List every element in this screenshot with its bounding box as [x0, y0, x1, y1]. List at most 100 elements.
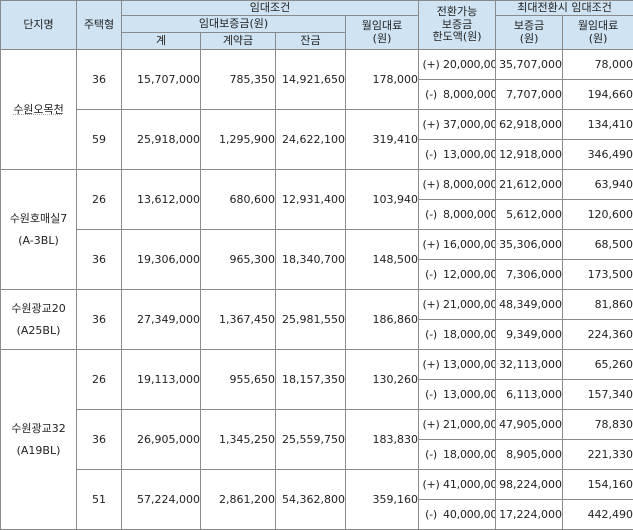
header-rent-conditions: 임대조건: [122, 1, 419, 16]
monthly-rent-cell: 178,000: [346, 50, 419, 110]
conversion-limit-amount: 8,000,000: [443, 88, 496, 101]
balance-payment-cell: 18,340,700: [276, 230, 346, 290]
convertible-limit-cell: (+)21,000,000: [419, 290, 496, 320]
convertible-limit-cell: (-)12,000,000: [419, 260, 496, 290]
complex-name-cell: 수원광교20(A25BL): [1, 290, 77, 350]
header-complex-name: 단지명: [1, 1, 77, 50]
complex-name-line: 수원광교32: [1, 418, 76, 440]
converted-deposit-cell: 12,918,000: [496, 140, 563, 170]
converted-monthly-rent-cell: 173,500: [563, 260, 633, 290]
converted-deposit-cell: 62,918,000: [496, 110, 563, 140]
unit-type-cell: 26: [77, 170, 122, 230]
converted-deposit-cell: 9,349,000: [496, 320, 563, 350]
header-conv-monthly-rent: 월임대료 (원): [563, 16, 633, 50]
unit-type-cell: 36: [77, 410, 122, 470]
header-deposit-group: 임대보증금(원): [122, 16, 346, 33]
conversion-sign: (-): [419, 448, 443, 461]
contract-payment-cell: 680,600: [201, 170, 276, 230]
conversion-sign: (-): [419, 88, 443, 101]
conversion-limit-amount: 13,000,000: [443, 388, 496, 401]
complex-name-line: (A25BL): [1, 320, 76, 342]
contract-payment-cell: 1,345,250: [201, 410, 276, 470]
header-max-conversion: 최대전환시 임대조건: [496, 1, 633, 16]
converted-monthly-rent-cell: 154,160: [563, 470, 633, 500]
deposit-total-cell: 26,905,000: [122, 410, 201, 470]
converted-deposit-cell: 98,224,000: [496, 470, 563, 500]
convertible-limit-cell: (-)40,000,000: [419, 500, 496, 530]
conversion-limit-amount: 37,000,000: [443, 118, 496, 131]
unit-type-cell: 59: [77, 110, 122, 170]
balance-payment-cell: 14,921,650: [276, 50, 346, 110]
balance-payment-cell: 25,981,550: [276, 290, 346, 350]
deposit-total-cell: 27,349,000: [122, 290, 201, 350]
balance-payment-cell: 54,362,800: [276, 470, 346, 530]
complex-name-cell: 수원오목천: [1, 50, 77, 170]
deposit-total-cell: 13,612,000: [122, 170, 201, 230]
conversion-limit-amount: 8,000,000: [443, 208, 496, 221]
contract-payment-cell: 965,300: [201, 230, 276, 290]
converted-monthly-rent-cell: 346,490: [563, 140, 633, 170]
header-contract-payment: 계약금: [201, 33, 276, 50]
converted-deposit-cell: 48,349,000: [496, 290, 563, 320]
conversion-sign: (-): [419, 148, 443, 161]
conversion-sign: (+): [419, 238, 443, 251]
complex-name-line: 수원호매실7: [1, 208, 76, 230]
contract-payment-cell: 955,650: [201, 350, 276, 410]
monthly-rent-cell: 359,160: [346, 470, 419, 530]
converted-monthly-rent-cell: 120,600: [563, 200, 633, 230]
conversion-limit-amount: 8,000,000: [443, 178, 496, 191]
convertible-limit-cell: (+)8,000,000: [419, 170, 496, 200]
conversion-limit-amount: 21,000,000: [443, 418, 496, 431]
convertible-limit-cell: (+)13,000,000: [419, 350, 496, 380]
complex-name-line: 수원오목천: [1, 99, 76, 121]
header-conv-deposit: 보증금 (원): [496, 16, 563, 50]
deposit-total-cell: 15,707,000: [122, 50, 201, 110]
converted-monthly-rent-cell: 224,360: [563, 320, 633, 350]
conversion-limit-amount: 18,000,000: [443, 328, 496, 341]
converted-monthly-rent-cell: 81,860: [563, 290, 633, 320]
convertible-limit-cell: (-)8,000,000: [419, 200, 496, 230]
conversion-limit-amount: 21,000,000: [443, 298, 496, 311]
converted-deposit-cell: 35,707,000: [496, 50, 563, 80]
contract-payment-cell: 1,367,450: [201, 290, 276, 350]
contract-payment-cell: 1,295,900: [201, 110, 276, 170]
monthly-rent-cell: 319,410: [346, 110, 419, 170]
converted-deposit-cell: 5,612,000: [496, 200, 563, 230]
conversion-sign: (-): [419, 208, 443, 221]
balance-payment-cell: 25,559,750: [276, 410, 346, 470]
converted-deposit-cell: 32,113,000: [496, 350, 563, 380]
conversion-limit-amount: 18,000,000: [443, 448, 496, 461]
monthly-rent-cell: 130,260: [346, 350, 419, 410]
conversion-sign: (-): [419, 508, 443, 521]
converted-monthly-rent-cell: 65,260: [563, 350, 633, 380]
conversion-limit-amount: 12,000,000: [443, 268, 496, 281]
converted-deposit-cell: 7,707,000: [496, 80, 563, 110]
unit-type-cell: 51: [77, 470, 122, 530]
converted-deposit-cell: 7,306,000: [496, 260, 563, 290]
unit-type-cell: 36: [77, 230, 122, 290]
monthly-rent-cell: 148,500: [346, 230, 419, 290]
complex-name-line: (A-3BL): [1, 230, 76, 252]
converted-deposit-cell: 47,905,000: [496, 410, 563, 440]
convertible-limit-cell: (+)41,000,000: [419, 470, 496, 500]
conversion-sign: (-): [419, 268, 443, 281]
unit-type-cell: 36: [77, 50, 122, 110]
converted-monthly-rent-cell: 221,330: [563, 440, 633, 470]
convertible-limit-cell: (-)18,000,000: [419, 320, 496, 350]
converted-monthly-rent-cell: 134,410: [563, 110, 633, 140]
conversion-sign: (-): [419, 388, 443, 401]
monthly-rent-cell: 103,940: [346, 170, 419, 230]
converted-deposit-cell: 35,306,000: [496, 230, 563, 260]
converted-monthly-rent-cell: 78,000: [563, 50, 633, 80]
complex-name-cell: 수원광교32(A19BL): [1, 350, 77, 530]
conversion-sign: (+): [419, 178, 443, 191]
deposit-total-cell: 19,113,000: [122, 350, 201, 410]
unit-type-cell: 36: [77, 290, 122, 350]
balance-payment-cell: 18,157,350: [276, 350, 346, 410]
